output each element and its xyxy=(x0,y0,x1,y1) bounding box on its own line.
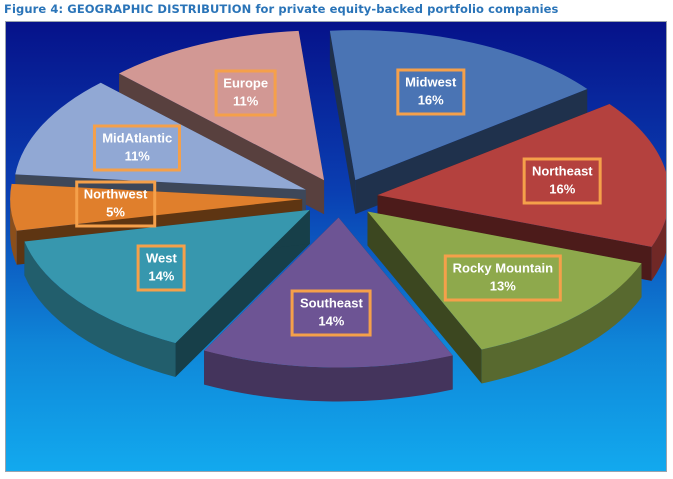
pie-slice-midwest-top xyxy=(329,30,588,181)
data-label-rocky-mountain-name: Rocky Mountain xyxy=(452,260,554,276)
pie-slice-northeast-top xyxy=(377,103,666,247)
data-label-midatlantic-value: 11% xyxy=(124,148,150,164)
pie-slice-rocky-mountain-top xyxy=(367,211,642,350)
pie-slice-rocky-mountain-side-end xyxy=(367,211,482,384)
data-label-northwest-value: 5% xyxy=(106,204,125,220)
data-label-northeast: Northeast 16% xyxy=(522,157,602,205)
figure-title: Figure 4: GEOGRAPHIC DISTRIBUTION for pr… xyxy=(4,2,559,16)
pie-slice-southeast-rim xyxy=(204,350,453,402)
pie-slice-midwest-side-start xyxy=(329,30,356,215)
pie-chart xyxy=(10,30,666,402)
data-label-rocky-mountain: Rocky Mountain 13% xyxy=(443,254,563,302)
data-label-midwest-value: 16% xyxy=(417,92,444,108)
pie-slice-rocky-mountain-rim xyxy=(481,263,642,384)
data-label-northwest-name: Northwest xyxy=(83,186,148,202)
pie-slice-west xyxy=(24,209,310,378)
pie-slice-northeast-rim xyxy=(651,218,666,281)
data-label-west-value: 14% xyxy=(148,268,175,284)
data-label-europe: Europe 11% xyxy=(214,69,278,117)
data-label-midwest: Midwest 16% xyxy=(396,68,466,116)
chart-area: Midwest 16% Northeast 16% Rocky Mountain 13% S… xyxy=(5,21,667,472)
pie-slice-west-rim xyxy=(24,241,176,378)
data-label-southeast-name: Southeast xyxy=(299,295,363,311)
data-label-southeast-value: 14% xyxy=(318,313,345,329)
data-label-northwest: Northwest 5% xyxy=(74,180,157,228)
data-label-rocky-mountain-value: 13% xyxy=(489,278,516,294)
data-label-west-name: West xyxy=(145,250,177,266)
pie-slice-west-top xyxy=(24,209,310,344)
data-label-midatlantic: MidAtlantic 11% xyxy=(93,124,182,172)
data-label-midatlantic-name: MidAtlantic xyxy=(102,130,173,146)
data-label-europe-value: 11% xyxy=(233,93,259,109)
pie-slice-west-side-start xyxy=(175,209,310,378)
data-label-southeast: Southeast 14% xyxy=(290,289,372,337)
data-label-northeast-name: Northeast xyxy=(531,163,593,179)
pie-slice-europe-top xyxy=(119,30,325,181)
data-label-west: West 14% xyxy=(136,244,186,292)
data-label-northeast-value: 16% xyxy=(549,181,576,197)
data-label-europe-name: Europe xyxy=(223,75,269,91)
data-label-midwest-name: Midwest xyxy=(405,74,457,90)
pie-slice-midatlantic-top xyxy=(15,82,306,190)
pie-slice-northwest-rim xyxy=(10,199,17,265)
